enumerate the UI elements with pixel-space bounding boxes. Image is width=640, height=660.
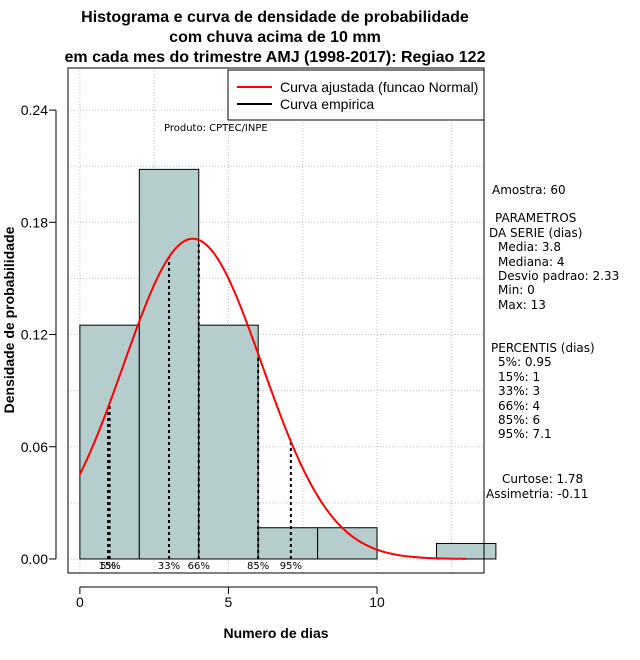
y-axis: 0.00 0.06 0.12 0.18 0.24 (21, 102, 57, 567)
histogram-bar (198, 324, 259, 560)
params-title-1: PARAMETROS (495, 211, 576, 225)
percentile-label: 85% (247, 561, 269, 572)
stat-p85: 85%: 6 (498, 413, 540, 427)
chart-title: Histograma e curva de densidade de proba… (65, 9, 486, 66)
stat-kurtosis: Curtose: 1.78 (502, 472, 583, 486)
percentile-markers: 5%15% 33% 66% 85% 95% (98, 239, 302, 572)
histogram-bars (79, 168, 497, 560)
stat-median: Mediana: 4 (498, 255, 565, 269)
plot-frame (67, 67, 485, 574)
stat-p66: 66%: 4 (498, 399, 540, 413)
stat-p33: 33%: 3 (498, 384, 540, 398)
y-tick-label: 0.06 (21, 439, 48, 455)
stat-min: Min: 0 (498, 283, 535, 297)
stat-sd: Desvio padrao: 2.33 (498, 269, 619, 283)
histogram-bar (435, 542, 497, 560)
percentile-label: 5% (100, 561, 116, 572)
fitted-curve-layer (78, 237, 467, 560)
fitted-normal-curve (78, 237, 467, 560)
percentile-label: 95% (280, 561, 302, 572)
title-line-1: Histograma e curva de densidade de proba… (81, 9, 469, 26)
percentile-label: 15% (98, 561, 120, 572)
percentile-label: 33% (158, 561, 180, 572)
stat-p95: 95%: 7.1 (498, 427, 552, 441)
x-tick-label: 5 (225, 594, 233, 610)
x-axis: 0 5 10 (76, 586, 385, 610)
stats-panel: Amostra: 60 PARAMETROS DA SERIE (dias) M… (486, 183, 619, 501)
title-line-2: com chuva acima de 10 mm (169, 29, 381, 46)
x-tick-label: 10 (369, 594, 385, 610)
stat-p5: 5%: 0.95 (498, 355, 552, 369)
x-axis-title: Numero de dias (223, 625, 328, 641)
stat-p15: 15%: 1 (498, 370, 540, 384)
histogram-bar (257, 527, 319, 560)
percentile-label: 66% (188, 561, 210, 572)
y-tick-label: 0.12 (21, 327, 48, 343)
stat-mean: Media: 3.8 (498, 240, 561, 254)
legend-fitted-label: Curva ajustada (funcao Normal) (280, 79, 478, 95)
product-label: Produto: CPTEC/INPE (164, 123, 268, 134)
title-line-3: em cada mes do trimestre AMJ (1998-2017)… (65, 49, 486, 66)
y-tick-label: 0.24 (21, 102, 48, 118)
legend-empirical-label: Curva empirica (280, 96, 374, 112)
legend-box (227, 69, 485, 121)
stat-sample: Amostra: 60 (492, 183, 566, 197)
stat-max: Max: 13 (498, 298, 546, 312)
params-title-2: DA SERIE (dias) (489, 226, 582, 240)
legend: Curva ajustada (funcao Normal) Curva emp… (227, 69, 485, 121)
x-tick-label: 0 (76, 594, 84, 610)
percentiles-title: PERCENTIS (dias) (491, 341, 595, 355)
y-tick-label: 0.00 (21, 551, 48, 567)
y-axis-title: Densidade de probabilidade (1, 226, 17, 413)
y-tick-label: 0.18 (21, 214, 48, 230)
stat-skewness: Assimetria: -0.11 (486, 487, 588, 501)
